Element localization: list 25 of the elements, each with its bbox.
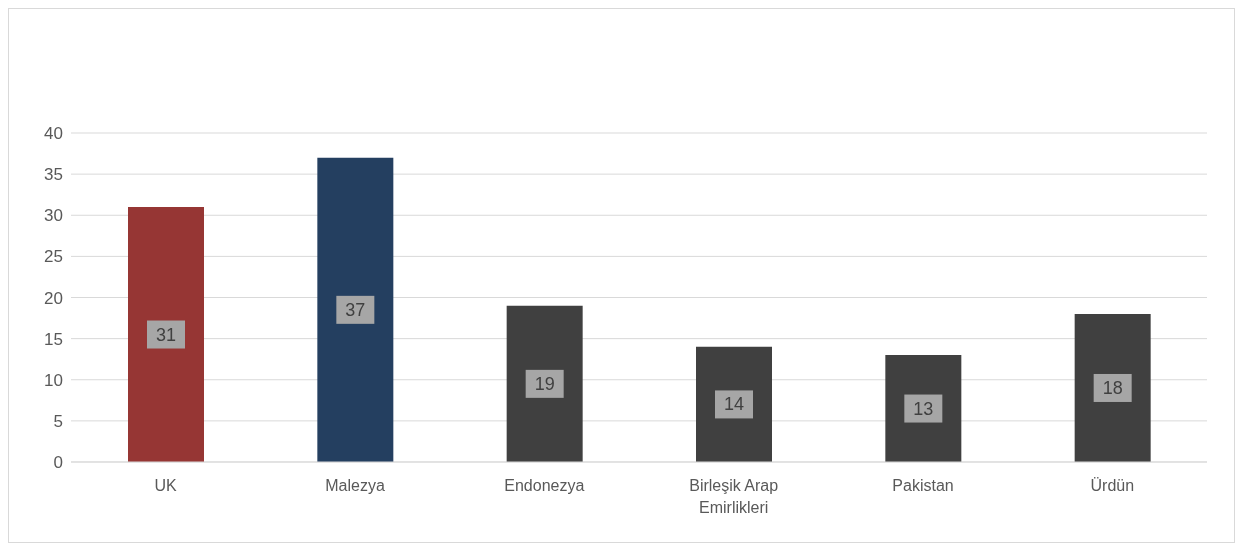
data-label: 14 (723, 394, 745, 415)
x-tick-label: Ürdün (1090, 477, 1135, 495)
y-tick-label: 20 (44, 288, 63, 308)
data-label: 19 (534, 373, 555, 394)
x-tick-label: Pakistan (892, 477, 954, 495)
y-tick-label: 10 (44, 370, 63, 390)
data-label: 13 (913, 398, 934, 419)
x-tick-label: Malezya (325, 477, 385, 495)
y-tick-label: 30 (44, 206, 63, 226)
x-tick-label: Endonezya (504, 477, 585, 495)
bar (128, 207, 204, 462)
x-tick-label: UK (154, 477, 178, 495)
bar (317, 157, 394, 462)
x-tick-label: Birleşik Arap Emirlikleri (689, 477, 779, 517)
y-tick-label: 25 (44, 247, 63, 267)
bar (506, 305, 583, 462)
data-label: 37 (345, 299, 366, 320)
y-tick-label: 35 (44, 165, 63, 185)
y-tick-label: 5 (53, 411, 63, 431)
data-label: 18 (1102, 377, 1123, 398)
y-tick-label: 15 (44, 329, 63, 349)
y-tick-label: 40 (44, 124, 63, 144)
data-label: 31 (155, 324, 177, 345)
bar (1074, 313, 1151, 462)
y-tick-label: 0 (53, 453, 63, 473)
